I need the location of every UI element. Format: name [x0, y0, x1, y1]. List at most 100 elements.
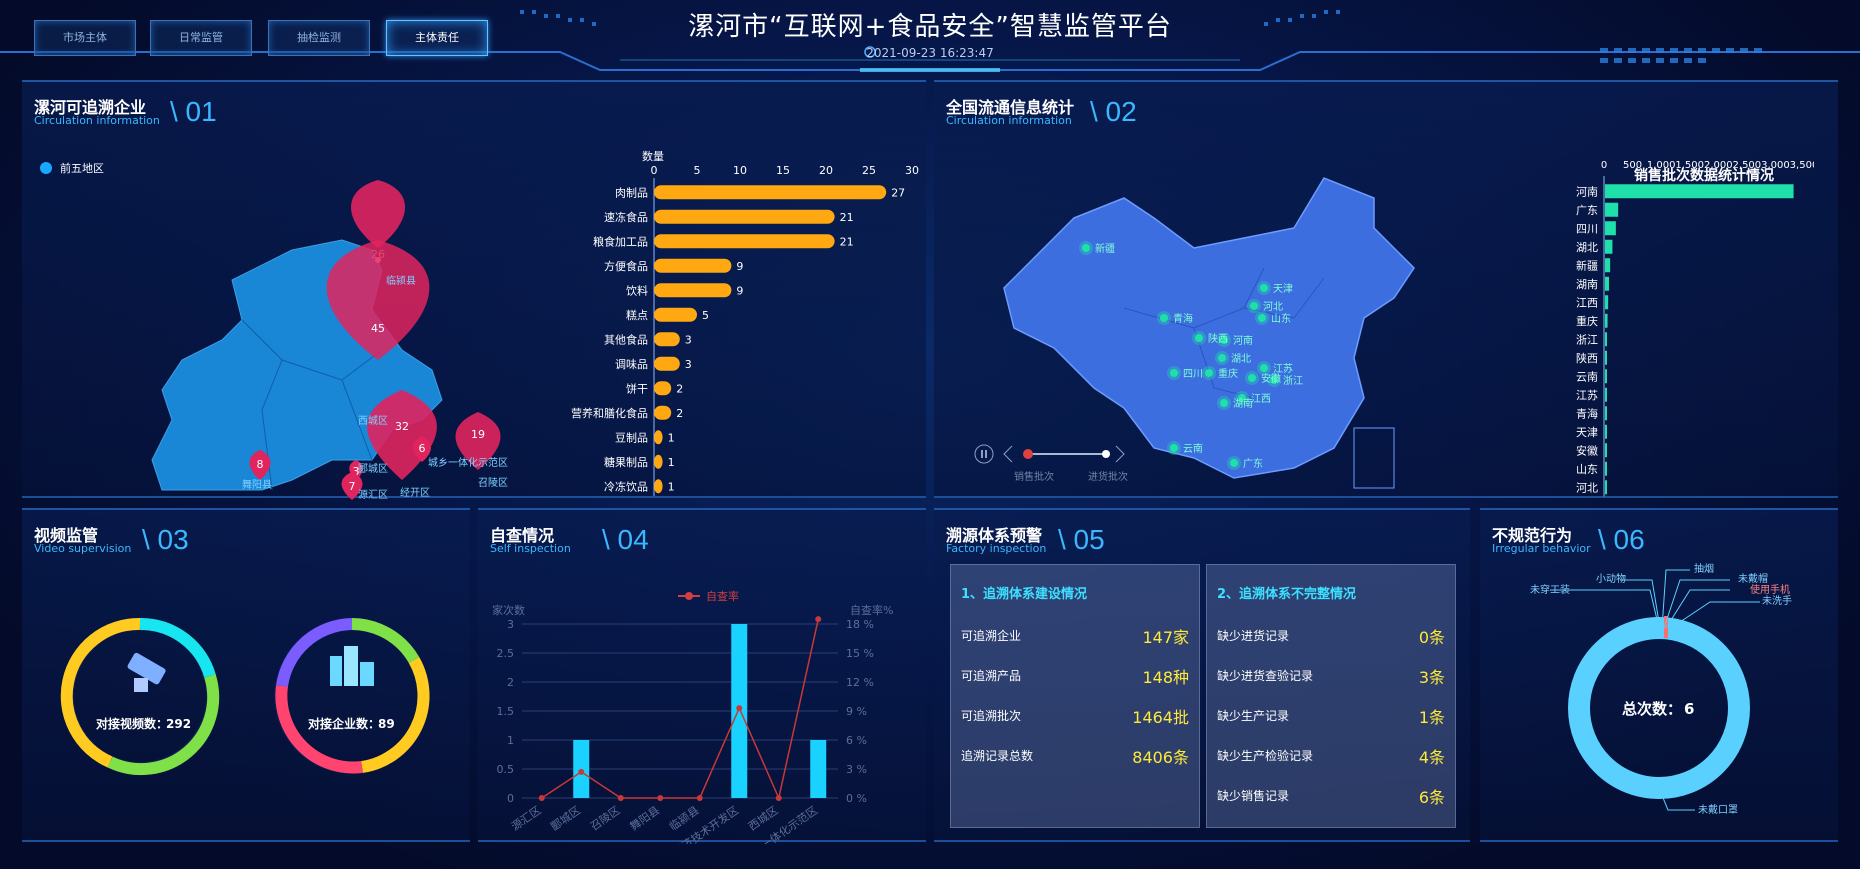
- stat-row: 缺少生产记录 1条: [1217, 707, 1445, 727]
- map-pin[interactable]: [326, 240, 430, 360]
- province-marker: 河北: [1247, 299, 1283, 313]
- stat-row: 缺少销售记录 6条: [1217, 787, 1445, 807]
- tick-label: 10: [733, 164, 747, 177]
- panel-subtitle: Irregular behavior: [1492, 542, 1591, 555]
- timeline-control[interactable]: 销售批次 进货批次: [974, 442, 1174, 502]
- panel-title: 视频监管: [34, 526, 99, 545]
- province-marker: 新疆: [1079, 241, 1115, 255]
- timeline-point[interactable]: [1023, 449, 1033, 459]
- panel-title: 不规范行为: [1492, 526, 1573, 545]
- province-dot: [1160, 314, 1168, 322]
- map-pin[interactable]: [249, 450, 271, 480]
- province-dot: [1170, 444, 1178, 452]
- map-label: 舞阳县: [242, 479, 272, 491]
- stat-row: 缺少进货记录 0条: [1217, 627, 1445, 647]
- bar: [654, 479, 663, 494]
- bar: [654, 307, 697, 322]
- tick-label: 0: [507, 792, 514, 805]
- bar: [654, 185, 887, 200]
- nav-market-subject[interactable]: 市场主体: [34, 20, 136, 56]
- category-label: 营养和膳化食品: [571, 406, 648, 420]
- map-pin-value: 32: [395, 420, 409, 433]
- panel-subtitle: Video supervision: [34, 542, 132, 555]
- ring-value: 292: [166, 717, 191, 731]
- map-pin-value: 7: [349, 480, 356, 493]
- category-label: 调味品: [615, 358, 648, 371]
- bar: [1605, 202, 1619, 217]
- video-ring: 对接视频数： 292: [60, 617, 220, 776]
- bar: [1605, 406, 1607, 421]
- rate-point: [815, 616, 822, 623]
- bar: [654, 430, 663, 445]
- behavior-donut[interactable]: 未穿工装 小动物 抽烟 未戴帽 使用手机 未洗手 未戴口罩 总次数： 6: [1480, 560, 1838, 840]
- panel-title: 溯源体系预警: [946, 526, 1043, 545]
- map-pin[interactable]: [413, 436, 431, 462]
- data-label: 2: [676, 407, 683, 420]
- map-pin[interactable]: [351, 180, 405, 248]
- stat-value: 1条: [1418, 708, 1445, 727]
- timeline-point[interactable]: [1102, 450, 1110, 458]
- category-label: 肉制品: [615, 186, 648, 199]
- category-label: 云南: [1576, 370, 1598, 383]
- province-dot: [1220, 336, 1228, 344]
- panel-title: 自查情况: [490, 526, 555, 545]
- category-label: 重庆: [1576, 314, 1598, 328]
- sales-batch-bar-chart[interactable]: 销售批次数据统计情况 0 500 1,000 1,500 2,000 2,500 3,000 3…: [1554, 118, 1814, 498]
- map-pin-value: 45: [371, 322, 385, 335]
- pause-icon[interactable]: [974, 444, 994, 464]
- nav-sampling-inspection[interactable]: 抽检监测: [268, 20, 370, 56]
- panel-title: 漯河可追溯企业: [34, 98, 147, 117]
- category-label: 江苏: [1576, 389, 1598, 402]
- video-rings: 对接视频数： 292 对接企业数： 89: [60, 617, 430, 776]
- stat-row: 追溯记录总数 8406条: [961, 747, 1189, 767]
- nav-subject-responsibility[interactable]: 主体责任: [386, 20, 488, 56]
- trace-build-box: 1、追溯体系建设情况 可追溯企业 147家 可追溯产品 148种 可追溯批次 1464…: [950, 564, 1200, 828]
- tick-label: 1,000: [1647, 160, 1676, 171]
- nav-daily-supervision[interactable]: 日常监管: [150, 20, 252, 56]
- bar: [1605, 313, 1608, 328]
- tick-label: 0: [651, 164, 658, 177]
- province-dot: [1220, 399, 1228, 407]
- panel-subtitle: Circulation information: [946, 114, 1072, 127]
- bar: [1605, 461, 1607, 476]
- category-label: 河北: [1576, 481, 1598, 494]
- province-marker: 广东: [1227, 456, 1263, 470]
- province-dot: [1082, 244, 1090, 252]
- stat-label: 追溯记录总数: [961, 749, 1034, 763]
- stat-row: 缺少生产检验记录 4条: [1217, 747, 1445, 767]
- tick-label: 15 %: [846, 647, 874, 660]
- map-pin-value: 8: [257, 458, 264, 471]
- category-label: 速冻食品: [604, 210, 648, 224]
- map-pin[interactable]: [341, 472, 363, 500]
- map-pin[interactable]: [455, 412, 501, 470]
- building-icon: [330, 646, 374, 686]
- category-label: 糕点: [626, 308, 648, 322]
- map-label: 源汇区: [358, 488, 388, 500]
- bar: [1605, 480, 1607, 495]
- province-dot: [1260, 284, 1268, 292]
- slice-label: 未洗手: [1762, 594, 1792, 607]
- province-label: 浙江: [1283, 375, 1303, 387]
- province-label: 云南: [1183, 442, 1203, 455]
- province-label: 新疆: [1095, 242, 1115, 255]
- data-label: 2: [676, 382, 683, 395]
- rate-point: [617, 795, 624, 801]
- category-label: 豆制品: [615, 431, 648, 444]
- tick-label: 0.5: [497, 763, 515, 776]
- tick-label: 1,500: [1675, 160, 1704, 171]
- category-label: 舞阳县: [627, 804, 661, 834]
- axis-title: 自查率%: [850, 603, 893, 617]
- panel-number: \ 01: [170, 96, 217, 127]
- rate-line: [541, 619, 819, 801]
- next-icon[interactable]: [1115, 445, 1125, 463]
- prev-icon[interactable]: [1003, 445, 1013, 463]
- rate-point: [657, 795, 664, 801]
- province-label: 山东: [1271, 312, 1291, 325]
- tick-label: 25: [862, 164, 876, 177]
- stat-label: 缺少进货记录: [1217, 629, 1290, 643]
- luohe-map[interactable]: 26 45 32 6 19 8 3 7 舞阳县 源汇区 郾城区 经开区 西城区 …: [142, 160, 542, 500]
- page-title: 漯河市“互联网+食品安全”智慧监管平台: [688, 12, 1172, 42]
